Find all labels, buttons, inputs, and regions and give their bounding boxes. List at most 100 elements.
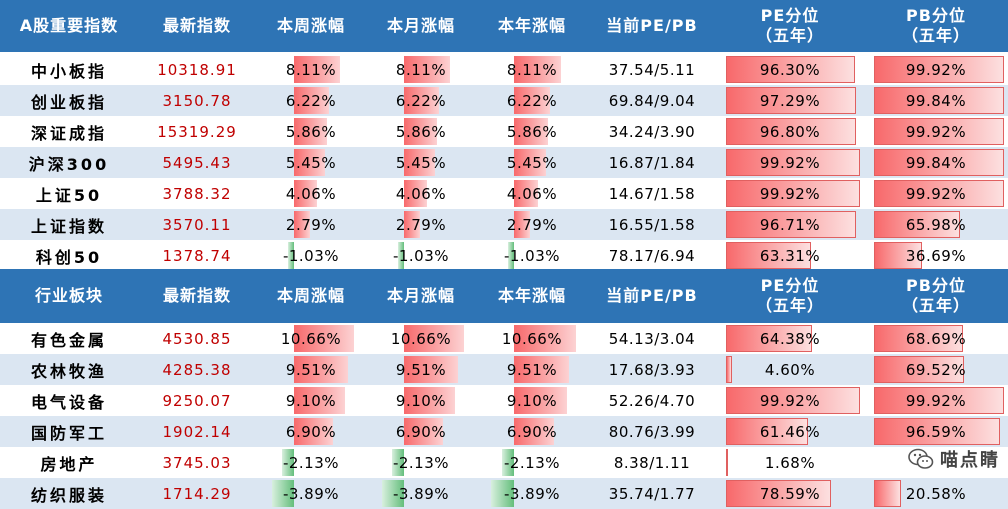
pe-pb-value: 78.17/6.94 bbox=[608, 246, 696, 265]
change-bar bbox=[404, 356, 458, 383]
change-cell-week: 6.22% bbox=[256, 85, 366, 116]
row-name: 创业板指 bbox=[30, 92, 107, 112]
change-value: 10.66% bbox=[280, 329, 342, 348]
change-value: 5.45% bbox=[506, 153, 558, 172]
latest-index: 3570.11 bbox=[162, 215, 232, 234]
change-cell-year: 5.45% bbox=[476, 147, 588, 178]
change-cell-month: 2.79% bbox=[366, 209, 476, 240]
change-cell-year: -2.13% bbox=[476, 447, 588, 478]
pe-percentile-bar bbox=[726, 211, 856, 238]
pb-percentile: 99.84% bbox=[864, 147, 1008, 178]
change-value: 2.79% bbox=[506, 215, 558, 234]
pb-percentile-bar bbox=[874, 149, 1004, 176]
pe-pb-value: 80.76/3.99 bbox=[608, 422, 696, 441]
change-value: 4.06% bbox=[285, 184, 337, 203]
change-bar bbox=[294, 356, 348, 383]
change-value: -2.13% bbox=[282, 453, 340, 472]
change-cell-week: 10.66% bbox=[256, 323, 366, 354]
change-cell-year: -3.89% bbox=[476, 478, 588, 509]
change-value: 4.06% bbox=[506, 184, 558, 203]
pe-percentile: 78.59% bbox=[716, 478, 864, 509]
pe-percentile-value: 97.29% bbox=[759, 91, 821, 110]
header-pe-percentile-period: （五年） bbox=[755, 296, 824, 315]
pb-percentile: 99.92% bbox=[864, 54, 1008, 85]
row-name: 上证50 bbox=[35, 185, 103, 205]
pe-percentile-value: 99.92% bbox=[759, 391, 821, 410]
change-cell-year: -1.03% bbox=[476, 240, 588, 271]
change-value: 6.22% bbox=[506, 91, 558, 110]
change-bar bbox=[514, 387, 567, 414]
table-row: 科创50 1378.74 -1.03% -1.03% -1.03% 78.17/6.94 6… bbox=[0, 240, 1008, 271]
table-row: 中小板指 10318.91 8.11% 8.11% 8.11% 37.54/5.11 96.… bbox=[0, 54, 1008, 85]
pb-percentile-value: 96.59% bbox=[905, 422, 967, 441]
pb-percentile-bar bbox=[874, 418, 1000, 445]
change-cell-year: 5.86% bbox=[476, 116, 588, 147]
header-week-change: 本周涨幅 bbox=[276, 16, 345, 35]
pe-percentile-value: 4.60% bbox=[764, 360, 816, 379]
change-cell-year: 6.22% bbox=[476, 85, 588, 116]
change-value: 9.51% bbox=[285, 360, 337, 379]
change-cell-year: 9.51% bbox=[476, 354, 588, 385]
wechat-icon bbox=[908, 448, 934, 470]
change-bar bbox=[404, 418, 443, 445]
header-pe-percentile: PE分位 （五年） bbox=[716, 269, 864, 323]
change-bar bbox=[294, 149, 325, 176]
change-bar bbox=[514, 87, 551, 114]
change-cell-week: 9.10% bbox=[256, 385, 366, 416]
pe-pb-value: 16.55/1.58 bbox=[608, 215, 696, 234]
table-row: 电气设备 9250.07 9.10% 9.10% 9.10% 52.26/4.70 99.9… bbox=[0, 385, 1008, 416]
pb-percentile-bar bbox=[874, 387, 1004, 414]
change-bar bbox=[382, 480, 404, 507]
table-row: 房地产 3745.03 -2.13% -2.13% -2.13% 8.38/1.11 1.6… bbox=[0, 447, 1008, 478]
change-value: 6.90% bbox=[506, 422, 558, 441]
row-name: 房地产 bbox=[40, 454, 98, 474]
change-bar bbox=[508, 242, 514, 269]
change-value: 5.45% bbox=[395, 153, 447, 172]
change-cell-month: 8.11% bbox=[366, 54, 476, 85]
pb-percentile: 20.58% bbox=[864, 478, 1008, 509]
pb-percentile-value: 36.69% bbox=[905, 246, 967, 265]
change-bar bbox=[294, 180, 317, 207]
table-row: 有色金属 4530.85 10.66% 10.66% 10.66% 54.13/3.04 6… bbox=[0, 323, 1008, 354]
change-value: 2.79% bbox=[395, 215, 447, 234]
change-value: 8.11% bbox=[395, 60, 447, 79]
change-cell-month: 5.86% bbox=[366, 116, 476, 147]
latest-index: 10318.91 bbox=[157, 60, 237, 79]
change-cell-week: 5.45% bbox=[256, 147, 366, 178]
pb-percentile: 99.92% bbox=[864, 116, 1008, 147]
pe-pb-value: 37.54/5.11 bbox=[608, 60, 696, 79]
change-bar bbox=[491, 480, 514, 507]
pb-percentile-value: 69.52% bbox=[905, 360, 967, 379]
header-pb-percentile-label: PB分位 bbox=[906, 276, 966, 295]
change-value: 9.51% bbox=[506, 360, 558, 379]
change-bar bbox=[404, 87, 440, 114]
change-value: 6.22% bbox=[285, 91, 337, 110]
row-name: 上证指数 bbox=[30, 216, 107, 236]
row-name: 科创50 bbox=[35, 247, 103, 267]
pe-percentile-value: 64.38% bbox=[759, 329, 821, 348]
pe-percentile-bar bbox=[726, 87, 857, 114]
change-value: -2.13% bbox=[392, 453, 450, 472]
header-pe-percentile-label: PE分位 bbox=[760, 276, 820, 295]
row-name: 农林牧渔 bbox=[30, 361, 107, 381]
change-bar bbox=[514, 356, 570, 383]
latest-index: 5495.43 bbox=[162, 153, 232, 172]
pe-percentile: 99.92% bbox=[716, 178, 864, 209]
change-cell-week: -2.13% bbox=[256, 447, 366, 478]
change-value: 8.11% bbox=[285, 60, 337, 79]
table-row: 农林牧渔 4285.38 9.51% 9.51% 9.51% 17.68/3.93 4.60… bbox=[0, 354, 1008, 385]
pb-percentile-bar bbox=[874, 211, 960, 238]
pb-percentile-value: 65.98% bbox=[905, 215, 967, 234]
pe-percentile-bar bbox=[726, 480, 832, 507]
header-pe-percentile-label: PE分位 bbox=[760, 6, 820, 25]
header-latest-index: 最新指数 bbox=[162, 286, 231, 305]
change-cell-month: 6.90% bbox=[366, 416, 476, 447]
pe-percentile-value: 99.92% bbox=[759, 184, 821, 203]
pe-percentile-bar bbox=[726, 118, 856, 145]
table-row: 国防军工 1902.14 6.90% 6.90% 6.90% 80.76/3.99 61.4… bbox=[0, 416, 1008, 447]
change-bar bbox=[404, 149, 435, 176]
pb-percentile-bar bbox=[874, 356, 965, 383]
row-name: 中小板指 bbox=[30, 61, 107, 81]
pb-percentile-bar bbox=[874, 480, 901, 507]
